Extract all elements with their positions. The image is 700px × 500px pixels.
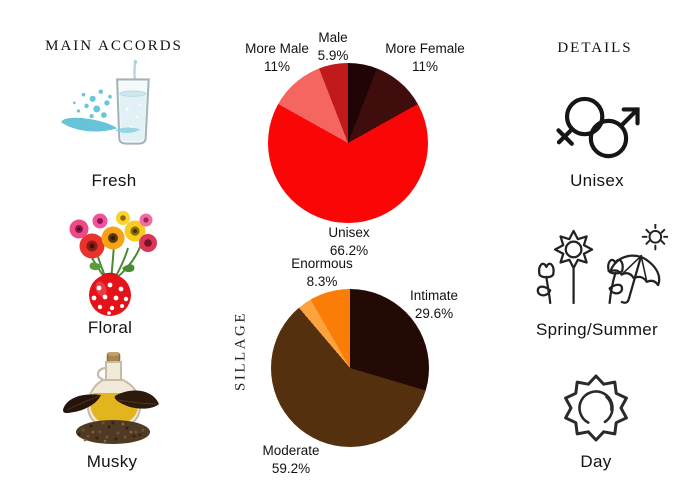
unisex-gender-icon [550,88,646,168]
accord-label-musky: Musky [86,452,138,471]
pie-label-male: Male 5.9% [317,30,349,63]
pie-label-moderate: Moderate 59.2% [262,443,320,476]
pie-label-more-male: More Male 11% [245,41,309,74]
sillage-axis-title: SILLAGE [232,311,249,391]
accord-label-floral: Floral [87,318,133,337]
details-title: DETAILS [557,40,633,56]
musky-accord-image [55,348,167,446]
accord-label-fresh: Fresh [91,171,137,190]
detail-label-unisex: Unisex [570,171,624,190]
main-accords-title: MAIN ACCORDS [45,38,183,54]
floral-accord-image [56,210,164,318]
pie-label-enormous: Enormous 8.3% [291,256,353,289]
sillage-pie-chart [271,289,429,447]
pie-label-unisex: Unisex 66.2% [328,225,370,258]
spring-summer-icon [522,224,668,308]
detail-label-day: Day [580,452,612,471]
pie-label-intimate: Intimate 29.6% [409,288,459,321]
detail-label-spring-summer: Spring/Summer [536,320,658,339]
gender-pie-chart [268,63,428,223]
pie-label-more-female: More Female 11% [385,41,465,74]
fresh-accord-image [56,58,166,164]
day-sun-icon [561,373,631,443]
